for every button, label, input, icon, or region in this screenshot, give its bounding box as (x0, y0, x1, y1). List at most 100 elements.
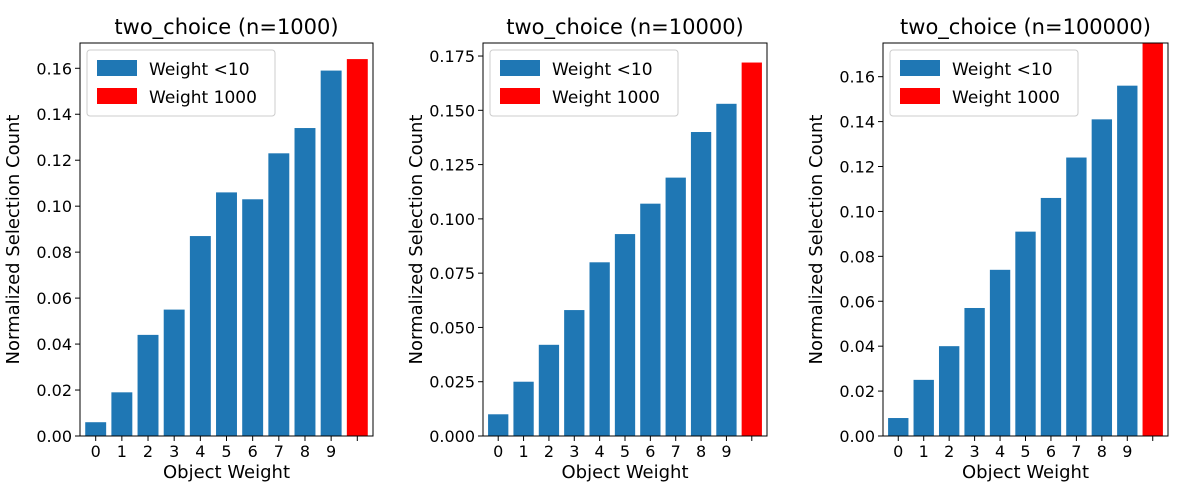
x-tick-label: 1 (518, 442, 528, 461)
bar-weight-7 (665, 177, 686, 436)
x-tick-label: 7 (671, 442, 681, 461)
y-tick-label: 0.000 (429, 427, 475, 446)
bar-weight-4 (589, 262, 610, 436)
x-tick-label: 2 (944, 442, 954, 461)
x-tick-label: 2 (143, 442, 153, 461)
chart-title: two_choice (n=100000) (900, 15, 1151, 40)
y-tick-label: 0.100 (429, 210, 475, 229)
chart-panel-2: 0.000 0.025 0.050 0.075 0.100 0.125 0.150 0.175… (406, 15, 768, 483)
bar-weight-1000 (346, 59, 368, 436)
legend-swatch (900, 88, 940, 104)
bar-weight-3 (564, 310, 585, 436)
x-tick-label: 4 (995, 442, 1005, 461)
x-tick-label: 8 (696, 442, 706, 461)
x-tick-label: 6 (645, 442, 655, 461)
legend-swatch (500, 60, 540, 76)
x-axis-label: Object Weight (163, 462, 290, 483)
y-tick-label: 0.00 (36, 427, 72, 446)
y-tick-label: 0.06 (839, 292, 875, 311)
legend: Weight <10 Weight 1000 (86, 49, 276, 117)
x-tick-label: 0 (893, 442, 903, 461)
x-tick-label: 8 (300, 442, 310, 461)
x-tick-label: 7 (1071, 442, 1081, 461)
bar-weight-7 (268, 153, 290, 436)
chart-title: two_choice (n=1000) (114, 15, 338, 40)
x-tick-label: 9 (721, 442, 731, 461)
y-tick-label: 0.12 (839, 158, 875, 177)
y-tick-label: 0.025 (429, 373, 475, 392)
y-tick-label: 0.12 (36, 151, 72, 170)
bar-weight-6 (640, 203, 661, 436)
x-tick-label: 1 (919, 442, 929, 461)
bar-weight-3 (964, 307, 985, 436)
bar-weight-1 (913, 379, 934, 436)
y-tick-label: 0.075 (429, 264, 475, 283)
legend-entry: Weight <10 (149, 60, 250, 80)
bar-weight-9 (1117, 85, 1138, 436)
x-tick-label: 5 (620, 442, 630, 461)
bar-weight-5 (614, 234, 636, 436)
legend-entry: Weight <10 (552, 60, 653, 80)
bar-weight-8 (1091, 119, 1113, 436)
legend-swatch (97, 88, 137, 104)
x-tick-label: 0 (91, 442, 101, 461)
bars (488, 62, 762, 436)
x-tick-label: 9 (326, 442, 336, 461)
bar-weight-8 (690, 132, 712, 436)
bar-weight-0 (85, 422, 107, 436)
bar-weight-5 (1015, 231, 1036, 436)
x-tick-label: 5 (1020, 442, 1030, 461)
x-tick-label: 5 (221, 442, 231, 461)
bar-weight-0 (488, 414, 509, 436)
chart-panel-3: 0.00 0.02 0.04 0.06 0.08 0.10 0.12 0.14 0.16 0 1 2 3… (806, 15, 1169, 483)
x-axis-label: Object Weight (962, 462, 1089, 483)
bar-weight-2 (137, 334, 159, 436)
bars (888, 43, 1163, 436)
bar-weight-4 (989, 269, 1011, 436)
bars (85, 59, 368, 436)
x-tick-label: 8 (1097, 442, 1107, 461)
y-tick-label: 0.050 (429, 318, 475, 337)
x-tick-label: 6 (1046, 442, 1056, 461)
y-tick-label: 0.16 (839, 68, 875, 87)
y-tick-label: 0.175 (429, 47, 475, 66)
y-axis-label: Normalized Selection Count (406, 115, 427, 365)
x-axis-label: Object Weight (561, 462, 688, 483)
bar-weight-9 (716, 103, 737, 436)
y-tick-label: 0.02 (839, 382, 875, 401)
legend: Weight <10 Weight 1000 (489, 49, 679, 117)
bar-weight-4 (189, 236, 211, 436)
legend: Weight <10 Weight 1000 (889, 49, 1079, 117)
legend-entry: Weight 1000 (552, 88, 660, 108)
bar-weight-1000 (1142, 43, 1163, 436)
y-axis-label: Normalized Selection Count (3, 115, 24, 365)
y-tick-label: 0.02 (36, 381, 72, 400)
bar-weight-2 (938, 346, 960, 436)
chart-title: two_choice (n=10000) (506, 15, 744, 40)
y-tick-label: 0.04 (36, 335, 72, 354)
legend-entry: Weight 1000 (952, 88, 1060, 108)
y-axis-label: Normalized Selection Count (806, 115, 827, 365)
legend-swatch (900, 60, 940, 76)
legend-swatch (500, 88, 540, 104)
y-tick-label: 0.08 (36, 243, 72, 262)
y-tick-label: 0.125 (429, 156, 475, 175)
y-tick-label: 0.10 (839, 202, 875, 221)
bar-weight-1 (111, 392, 133, 436)
y-tick-label: 0.10 (36, 197, 72, 216)
y-tick-label: 0.08 (839, 247, 875, 266)
bar-weight-1 (513, 381, 534, 436)
bar-weight-2 (538, 344, 560, 436)
bar-weight-6 (1040, 197, 1062, 436)
bar-weight-3 (163, 309, 185, 436)
x-tick-label: 4 (595, 442, 605, 461)
y-tick-label: 0.150 (429, 101, 475, 120)
bar-weight-7 (1066, 157, 1087, 436)
y-tick-label: 0.16 (36, 59, 72, 78)
x-tick-label: 1 (117, 442, 127, 461)
y-tick-label: 0.00 (839, 427, 875, 446)
bar-weight-9 (320, 70, 342, 436)
bar-weight-6 (242, 199, 264, 436)
